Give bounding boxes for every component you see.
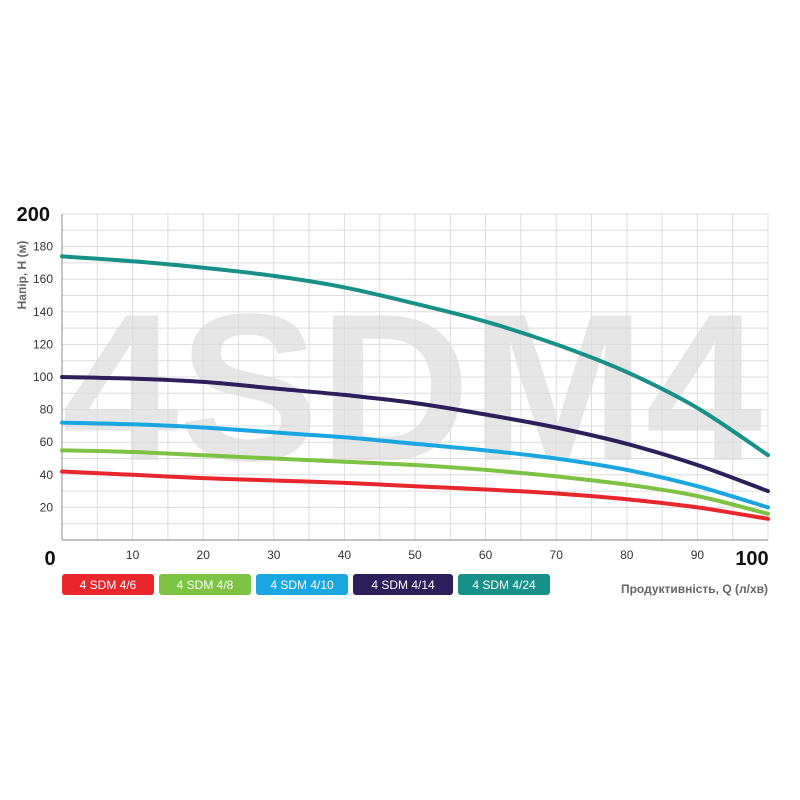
x-tick-label: 30	[267, 548, 281, 562]
y-tick-label: 180	[33, 240, 53, 254]
legend-label: 4 SDM 4/14	[371, 578, 435, 592]
y-axis-label: Напір, H (м)	[15, 241, 29, 310]
legend-swatch	[159, 574, 251, 595]
y-tick-label: 40	[40, 468, 54, 482]
series-line-4	[60, 375, 770, 494]
legend-swatch	[458, 574, 550, 595]
legend-label: 4 SDM 4/24	[472, 578, 536, 592]
y-tick-label: 200	[17, 204, 50, 226]
y-tick-label: 160	[33, 272, 53, 286]
x-tick-label: 20	[197, 548, 211, 562]
legend-swatch	[353, 574, 453, 595]
x-tick-label: 40	[338, 548, 352, 562]
series-line-2	[60, 448, 770, 516]
x-tick-label: 60	[479, 548, 493, 562]
legend-label: 4 SDM 4/10	[270, 578, 334, 592]
chart-axes: 20 40 60 80 100 120 140 160 180 200 0 10 20 30 40 50 60 7…	[17, 204, 769, 570]
x-tick-label: 100	[735, 548, 768, 570]
legend-label: 4 SDM 4/6	[80, 578, 137, 592]
x-tick-label: 80	[620, 548, 634, 562]
y-tick-label: 20	[40, 500, 54, 514]
y-tick-label: 140	[33, 305, 53, 319]
y-tick-label: 80	[40, 403, 54, 417]
x-tick-label: 50	[408, 548, 422, 562]
series-line-1	[60, 469, 770, 521]
y-tick-label: 120	[33, 337, 53, 351]
legend-swatch	[256, 574, 348, 595]
x-tick-label: 0	[44, 548, 55, 570]
chart-legend: 4 SDM 4/6 4 SDM 4/8 4 SDM 4/10 4 SDM 4/14 4 …	[62, 574, 550, 595]
y-tick-label: 60	[40, 435, 54, 449]
legend-label: 4 SDM 4/8	[177, 578, 234, 592]
x-axis-label: Продуктивність, Q (л/хв)	[621, 582, 768, 596]
x-tick-label: 10	[126, 548, 140, 562]
series-line-5	[60, 254, 770, 458]
y-tick-label: 100	[33, 370, 53, 384]
series-line-3	[60, 420, 770, 510]
x-tick-label: 90	[691, 548, 705, 562]
chart-series	[60, 254, 770, 521]
x-tick-label: 70	[550, 548, 564, 562]
legend-swatch	[62, 574, 154, 595]
